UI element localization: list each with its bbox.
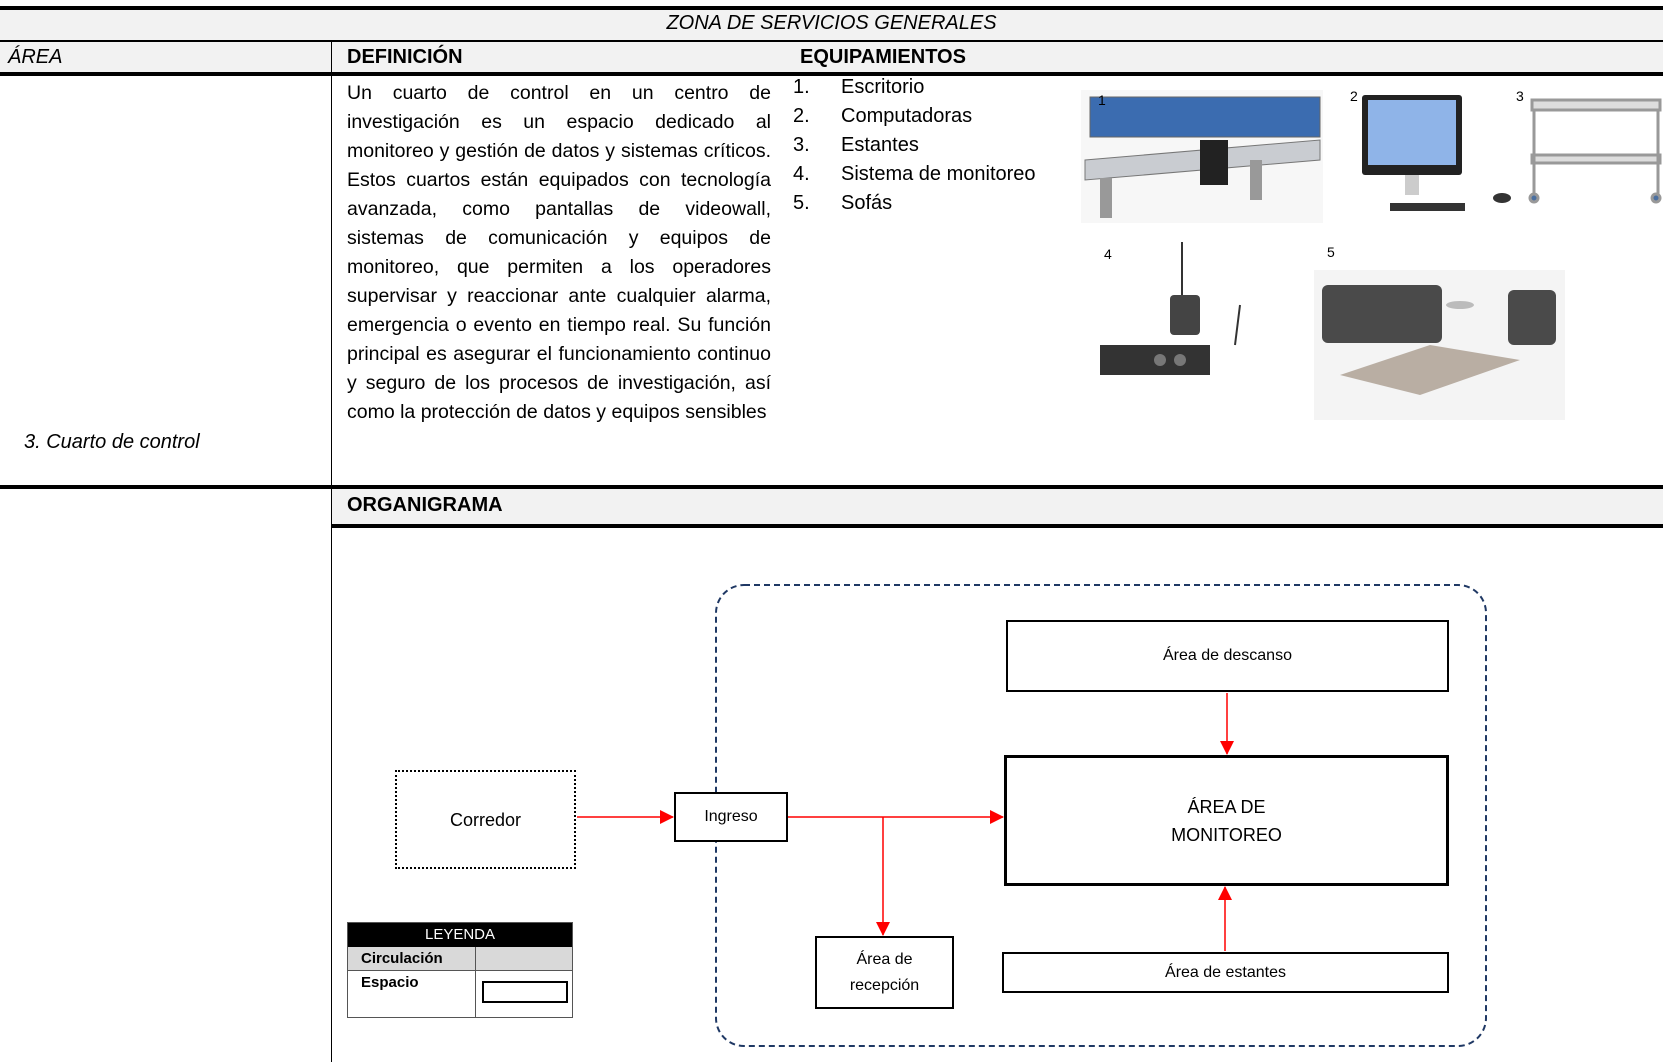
title: ZONA DE SERVICIOS GENERALES [666,12,997,34]
node-label: Área de estantes [1165,963,1286,981]
node-label: Área de [856,950,913,968]
image-sofas [1314,270,1565,420]
column-header: ÁREA [8,46,63,68]
equipment-item: 4. Sistema de monitoreo [793,163,1036,186]
column-header: DEFINICIÓN [347,46,463,68]
legend-row: Espacio [348,971,572,1017]
image-computer [1362,95,1511,211]
item-name: Escritorio [841,76,925,98]
legend-label: Circulación [348,947,476,970]
item-name: Sistema de monitoreo [841,163,1036,185]
legend-swatch [482,981,568,1003]
rule [0,6,1663,10]
title-row [0,10,1663,40]
equipment-item: 2. Computadoras [793,105,972,128]
header-row [0,42,1663,72]
diagram-node: Corredor [395,770,576,869]
node-label: MONITOREO [1171,824,1282,845]
image-shelf [1528,98,1662,204]
equipment-item: 1. Escritorio [793,76,924,99]
column-divider [331,42,332,1062]
image-label: 4 [1104,246,1112,262]
diagram-node: Área de estantes [1002,952,1449,993]
node-label: recepción [849,976,920,994]
legend: LEYENDA Circulación Espacio [347,922,573,1018]
rule [0,40,1663,42]
equipment-item: 3. Estantes [793,134,919,157]
equipment-item: 5. Sofás [793,192,892,215]
item-name: Estantes [841,134,919,156]
image-label: 1 [1098,92,1106,108]
diagram-node: Área de descanso [1006,620,1449,692]
item-number: 3. [793,134,810,156]
image-control-desk [1081,90,1323,223]
item-name: Computadoras [841,105,973,127]
definition-text: Un cuarto de control en un centro de inv… [347,82,771,423]
legend-row: Circulación [348,947,572,971]
section-title: ORGANIGRAMA [347,494,503,516]
image-label: 2 [1350,88,1358,104]
diagram-node: Ingreso [674,792,788,842]
rule [0,485,1663,489]
node-label: Corredor [449,809,522,830]
image-label: 5 [1327,244,1335,260]
rule [332,524,1663,528]
section-row [332,489,1663,524]
item-number: 4. [793,163,810,185]
area-name: 3. Cuarto de control [24,431,200,453]
node-label: Área de descanso [1163,647,1292,664]
node-label: ÁREA DE [1187,796,1266,817]
image-monitoring-system [1100,242,1241,375]
item-number: 5. [793,192,810,214]
item-number: 2. [793,105,810,127]
legend-title: LEYENDA [348,923,572,947]
rule [0,72,1663,76]
legend-label: Espacio [348,971,476,1017]
column-header: EQUIPAMIENTOS [800,46,966,68]
item-name: Sofás [841,192,893,214]
item-number: 1. [793,76,810,98]
diagram-node: ÁREA DE MONITOREO [1004,755,1449,886]
image-label: 3 [1516,88,1524,104]
diagram-node: Área de recepción [815,936,954,1009]
zone-boundary [715,584,1487,1047]
node-label: Ingreso [704,808,758,825]
